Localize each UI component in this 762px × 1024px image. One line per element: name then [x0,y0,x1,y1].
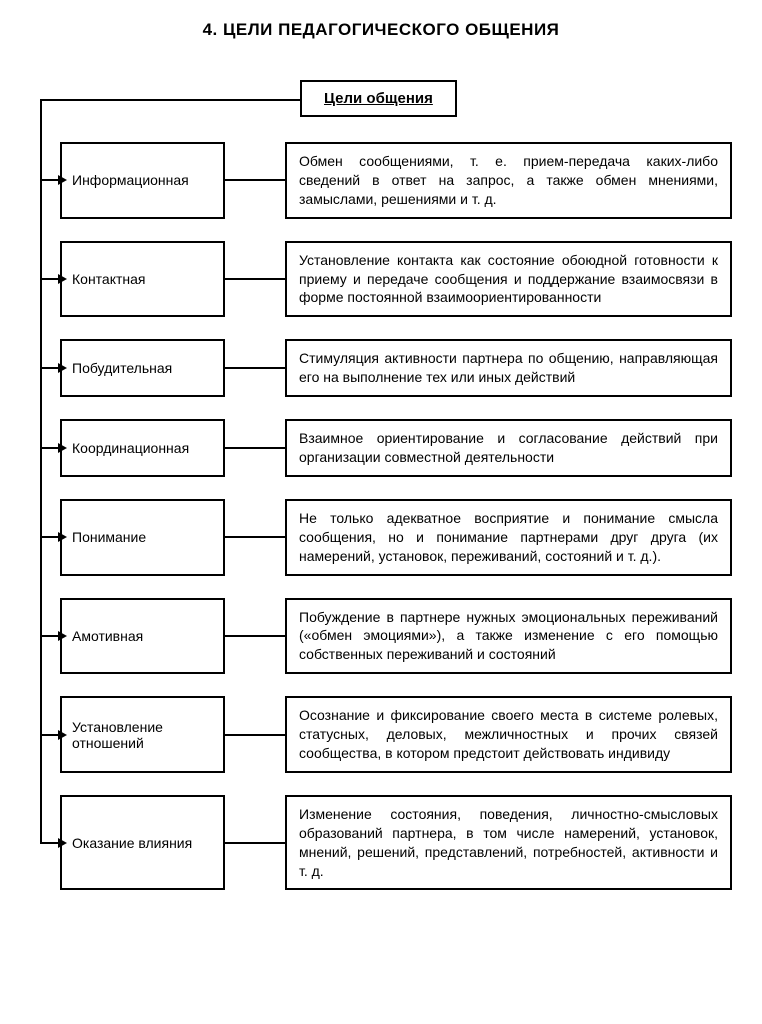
item-row: Контактная Установление контакта как сост… [60,241,732,318]
arrow-right-icon [58,274,67,284]
branch-line [40,367,58,369]
category-label: Побудительная [60,339,225,397]
description: Взаимное ориентирование и согласование д… [285,419,732,477]
arrow-right-icon [58,443,67,453]
connector [225,241,285,318]
branch-line [40,278,58,280]
branch-line [40,842,58,844]
connector-line [225,842,285,844]
item-row: Амотивная Побуждение в партнере нужных эм… [60,598,732,675]
branch-line [40,635,58,637]
arrow-right-icon [58,631,67,641]
category-label: Понимание [60,499,225,576]
arrow-right-icon [58,838,67,848]
connector-line [225,536,285,538]
category-label: Контактная [60,241,225,318]
item-row: Понимание Не только адекватное восприятие… [60,499,732,576]
description: Стимуляция активности партнера по общени… [285,339,732,397]
branch-connector [40,631,67,641]
arrow-right-icon [58,175,67,185]
branch-connector [40,274,67,284]
category-label: Информационная [60,142,225,219]
connector-line [225,734,285,736]
description: Установление контакта как состояние обою… [285,241,732,318]
connector [225,142,285,219]
category-label: Координационная [60,419,225,477]
branch-connector [40,532,67,542]
arrow-right-icon [58,363,67,373]
connector [225,419,285,477]
root-box: Цели общения [300,80,457,117]
category-label: Оказание влияния [60,795,225,891]
branch-connector [40,363,67,373]
connector-line [225,278,285,280]
connector [225,696,285,773]
branch-line [40,536,58,538]
root-row: Цели общения [60,80,732,120]
description: Побуждение в партнере нужных эмоциональн… [285,598,732,675]
description: Не только адекватное восприятие и понима… [285,499,732,576]
branch-connector [40,175,67,185]
connector-line [225,635,285,637]
connector [225,598,285,675]
connector-line [225,447,285,449]
connector-line [225,367,285,369]
branch-line [40,179,58,181]
connector [225,795,285,891]
category-label: Амотивная [60,598,225,675]
branch-connector [40,730,67,740]
item-row: Установление отношений Осознание и фиксир… [60,696,732,773]
description: Осознание и фиксирование своего места в … [285,696,732,773]
branch-connector [40,443,67,453]
diagram-container: Цели общения Информационная Обмен сообщен… [30,80,732,890]
category-label: Установление отношений [60,696,225,773]
branch-connector [40,838,67,848]
description: Изменение состояния, поведения, личностн… [285,795,732,891]
connector [225,339,285,397]
branch-line [40,734,58,736]
arrow-right-icon [58,730,67,740]
item-row: Координационная Взаимное ориентирование и… [60,419,732,477]
description: Обмен сообщениями, т. е. прием-передача … [285,142,732,219]
connector [225,499,285,576]
item-row: Побудительная Стимуляция активности партн… [60,339,732,397]
item-row: Информационная Обмен сообщениями, т. е. п… [60,142,732,219]
branch-line [40,447,58,449]
item-row: Оказание влияния Изменение состояния, пов… [60,795,732,891]
root-connector [40,99,300,101]
arrow-right-icon [58,532,67,542]
page-title: 4. ЦЕЛИ ПЕДАГОГИЧЕСКОГО ОБЩЕНИЯ [30,20,732,40]
connector-line [225,179,285,181]
